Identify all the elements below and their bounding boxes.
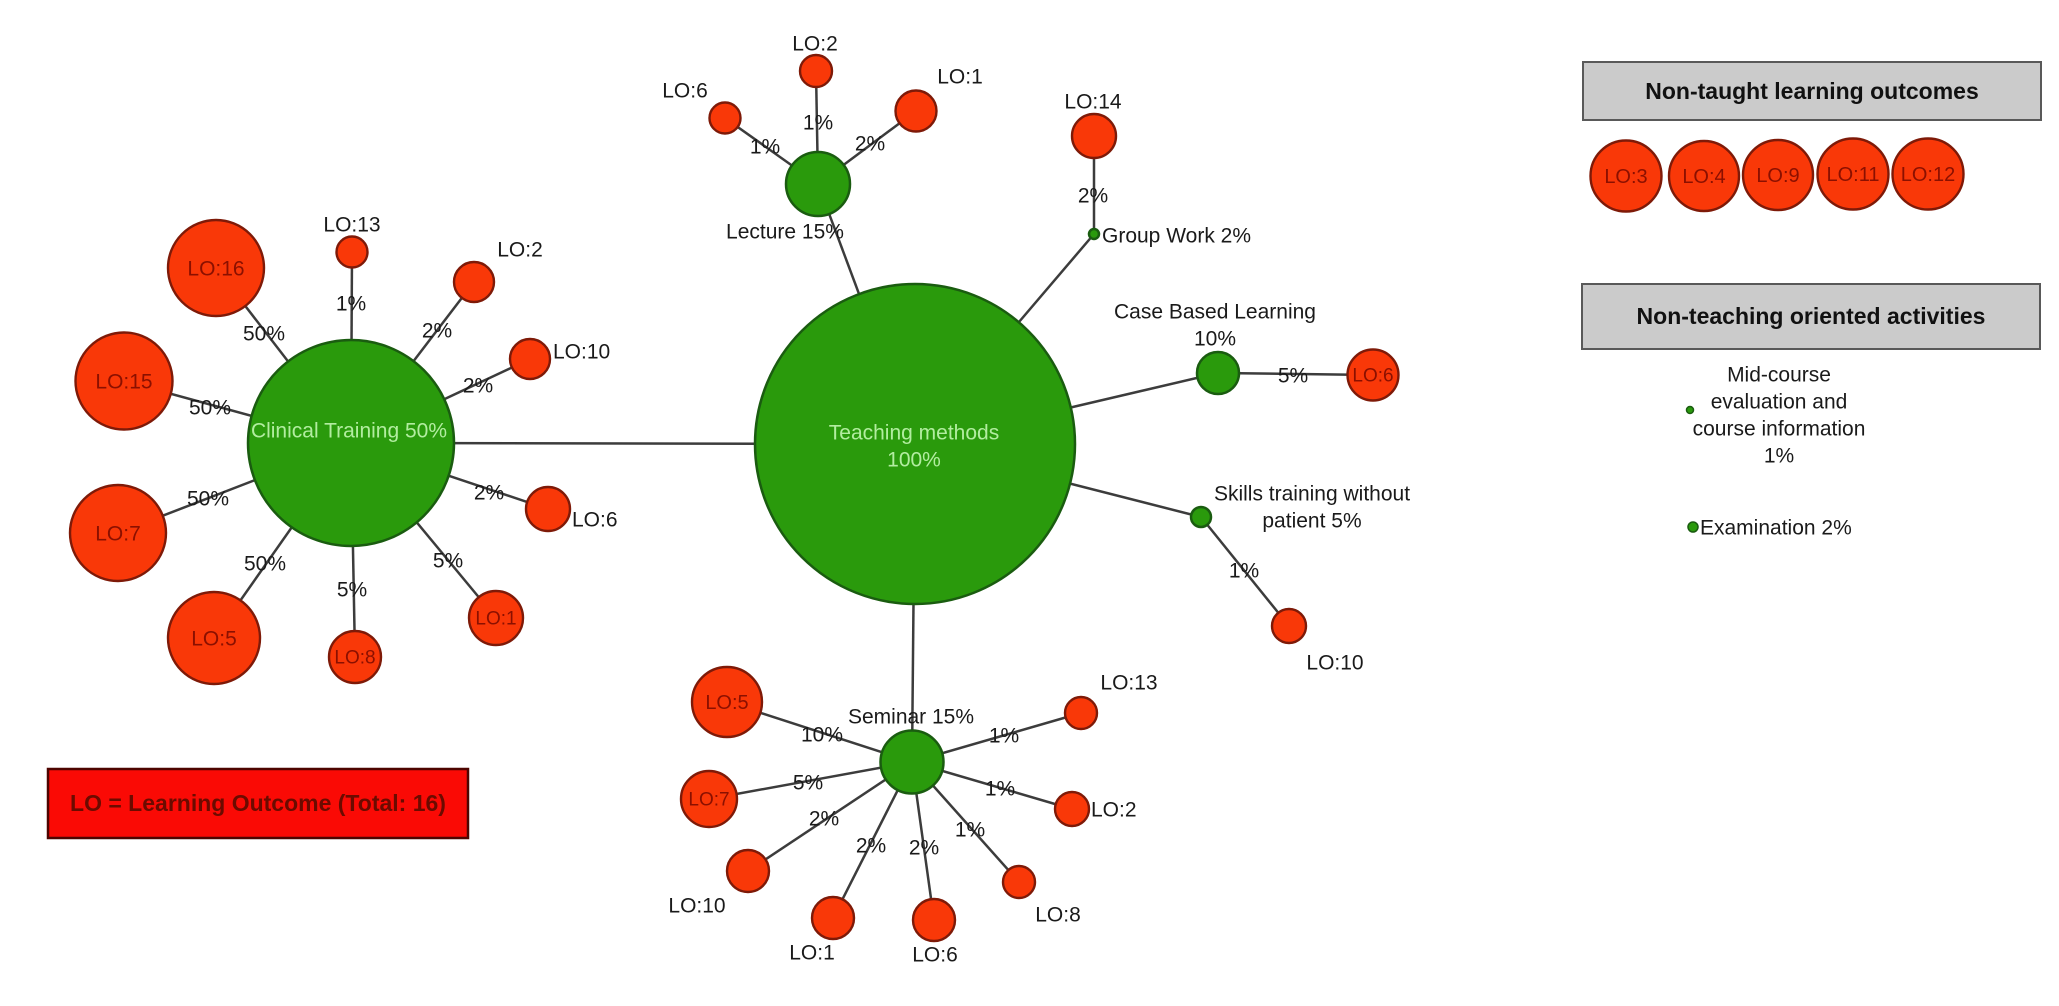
- svg-text:LO:10: LO:10: [668, 894, 725, 917]
- svg-text:Clinical Training 50%: Clinical Training 50%: [251, 419, 447, 442]
- svg-text:Skills training without: Skills training without: [1214, 482, 1410, 505]
- svg-text:5%: 5%: [433, 549, 463, 572]
- svg-text:LO:1: LO:1: [789, 941, 835, 964]
- svg-text:LO:8: LO:8: [334, 648, 375, 669]
- svg-text:LO:1: LO:1: [475, 609, 516, 630]
- svg-text:LO:16: LO:16: [187, 257, 244, 280]
- svg-text:2%: 2%: [856, 834, 886, 857]
- svg-text:1%: 1%: [336, 292, 366, 315]
- svg-text:1%: 1%: [989, 724, 1019, 747]
- svg-text:LO:2: LO:2: [1091, 798, 1137, 821]
- svg-text:10%: 10%: [1194, 327, 1236, 350]
- svg-text:LO:6: LO:6: [662, 79, 708, 102]
- svg-text:LO:6: LO:6: [572, 508, 618, 531]
- svg-text:LO = Learning Outcome (Total:: LO = Learning Outcome (Total: 16): [70, 790, 446, 816]
- svg-text:2%: 2%: [809, 807, 839, 830]
- svg-text:LO:5: LO:5: [705, 692, 748, 714]
- svg-text:Group Work 2%: Group Work 2%: [1102, 224, 1251, 247]
- svg-text:course information: course information: [1693, 417, 1866, 440]
- svg-text:Seminar 15%: Seminar 15%: [848, 705, 974, 728]
- svg-text:LO:8: LO:8: [1035, 903, 1081, 926]
- svg-text:5%: 5%: [1278, 364, 1308, 387]
- svg-text:LO:12: LO:12: [1901, 164, 1955, 186]
- svg-text:LO:10: LO:10: [553, 340, 610, 363]
- svg-text:2%: 2%: [1078, 184, 1108, 207]
- svg-text:LO:1: LO:1: [937, 65, 983, 88]
- svg-text:100%: 100%: [887, 448, 941, 471]
- svg-text:LO:7: LO:7: [688, 790, 729, 811]
- svg-text:2%: 2%: [855, 132, 885, 155]
- svg-text:2%: 2%: [909, 836, 939, 859]
- svg-text:evaluation and: evaluation and: [1711, 390, 1848, 413]
- svg-text:patient 5%: patient 5%: [1262, 509, 1361, 532]
- svg-text:2%: 2%: [463, 374, 493, 397]
- svg-text:LO:2: LO:2: [792, 32, 838, 55]
- svg-text:1%: 1%: [1229, 559, 1259, 582]
- svg-text:1%: 1%: [750, 135, 780, 158]
- svg-text:2%: 2%: [422, 319, 452, 342]
- svg-text:LO:13: LO:13: [1100, 671, 1157, 694]
- svg-text:Mid-course: Mid-course: [1727, 363, 1831, 386]
- svg-text:50%: 50%: [243, 322, 285, 345]
- svg-text:LO:2: LO:2: [497, 238, 543, 261]
- svg-text:5%: 5%: [793, 771, 823, 794]
- svg-text:Teaching methods: Teaching methods: [829, 421, 999, 444]
- svg-text:Non-teaching oriented activiti: Non-teaching oriented activities: [1637, 303, 1986, 329]
- svg-text:LO:7: LO:7: [95, 522, 141, 545]
- svg-text:Non-taught learning outcomes: Non-taught learning outcomes: [1645, 78, 1979, 104]
- svg-text:1%: 1%: [1764, 444, 1794, 467]
- svg-text:LO:3: LO:3: [1604, 166, 1647, 188]
- svg-text:LO:6: LO:6: [912, 943, 958, 966]
- svg-text:LO:4: LO:4: [1682, 166, 1725, 188]
- svg-text:Examination 2%: Examination 2%: [1700, 516, 1852, 539]
- svg-text:LO:13: LO:13: [323, 213, 380, 236]
- svg-text:1%: 1%: [955, 818, 985, 841]
- svg-text:5%: 5%: [337, 578, 367, 601]
- svg-text:LO:5: LO:5: [191, 627, 237, 650]
- svg-text:LO:9: LO:9: [1756, 165, 1799, 187]
- svg-text:50%: 50%: [187, 487, 229, 510]
- svg-text:LO:6: LO:6: [1352, 366, 1393, 387]
- svg-text:10%: 10%: [801, 723, 843, 746]
- svg-text:Case Based Learning: Case Based Learning: [1114, 300, 1316, 323]
- svg-text:1%: 1%: [803, 111, 833, 134]
- svg-text:LO:14: LO:14: [1064, 90, 1122, 113]
- svg-text:Lecture 15%: Lecture 15%: [726, 220, 844, 243]
- svg-text:2%: 2%: [474, 481, 504, 504]
- svg-text:LO:15: LO:15: [95, 370, 152, 393]
- svg-text:1%: 1%: [985, 777, 1015, 800]
- svg-text:50%: 50%: [189, 396, 231, 419]
- svg-text:LO:10: LO:10: [1306, 651, 1363, 674]
- svg-text:50%: 50%: [244, 552, 286, 575]
- svg-text:LO:11: LO:11: [1827, 164, 1880, 186]
